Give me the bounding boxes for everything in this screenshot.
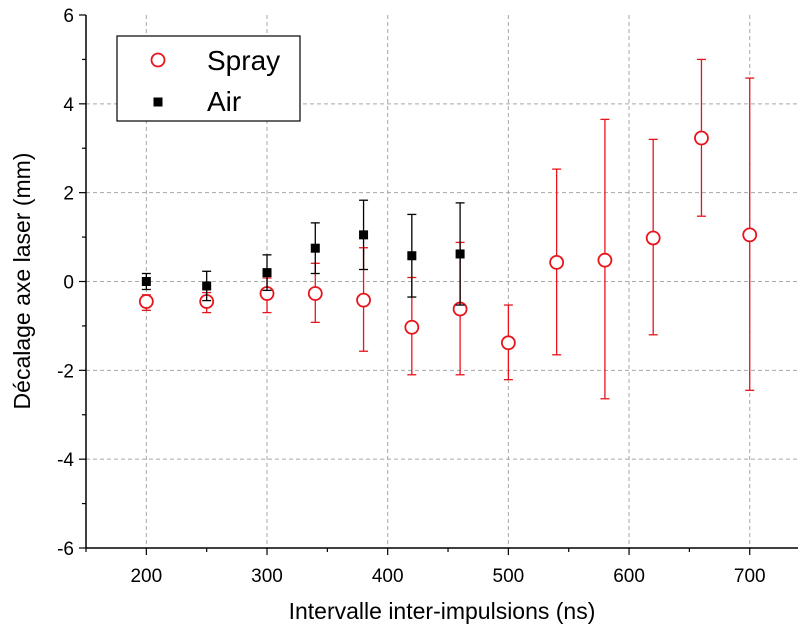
air-point xyxy=(202,281,212,291)
spray-point xyxy=(645,230,661,246)
y-tick-label: 6 xyxy=(63,6,74,27)
air-point xyxy=(359,230,369,240)
spray-point xyxy=(742,227,758,243)
air-point xyxy=(141,277,151,286)
spray-point xyxy=(307,286,323,301)
x-tick-label: 200 xyxy=(130,566,162,587)
air-point xyxy=(407,251,417,261)
y-tick-label: -4 xyxy=(57,450,74,471)
spray-point xyxy=(549,255,565,270)
series-spray xyxy=(138,58,758,400)
x-tick-label: 300 xyxy=(251,566,283,587)
y-tick-label: 4 xyxy=(63,95,74,116)
y-tick-label: -2 xyxy=(57,361,74,382)
spray-point xyxy=(356,292,371,308)
x-tick-label: 700 xyxy=(734,566,766,587)
spray-point xyxy=(500,335,516,351)
legend-air-label: Air xyxy=(207,86,241,117)
legend-spray-marker xyxy=(150,52,166,68)
air-point xyxy=(310,243,320,253)
spray-point xyxy=(694,130,709,146)
x-tick-label: 400 xyxy=(372,566,404,587)
spray-point xyxy=(597,252,613,268)
x-tick-label: 600 xyxy=(613,566,645,587)
series-layer xyxy=(138,58,758,400)
spray-point xyxy=(138,294,154,309)
y-axis-title: Décalage axe laser (mm) xyxy=(9,153,35,410)
legend-spray-label: Spray xyxy=(207,45,280,76)
x-tick-label: 500 xyxy=(493,566,525,587)
air-point xyxy=(455,249,465,259)
y-tick-label: 0 xyxy=(63,273,74,294)
series-air xyxy=(141,199,465,306)
y-tick-label: -6 xyxy=(57,539,74,560)
ticks: 200 300 400 500 600 700 -6 -4 -2 0 2 4 6 xyxy=(57,6,765,587)
x-axis-title: Intervalle inter-impulsions (ns) xyxy=(289,598,596,624)
spray-point xyxy=(404,319,420,335)
legend: Spray Air xyxy=(116,35,301,122)
y-tick-label: 2 xyxy=(63,184,74,205)
legend-air-marker xyxy=(153,97,163,107)
air-point xyxy=(262,268,272,278)
legend-box xyxy=(116,35,301,122)
